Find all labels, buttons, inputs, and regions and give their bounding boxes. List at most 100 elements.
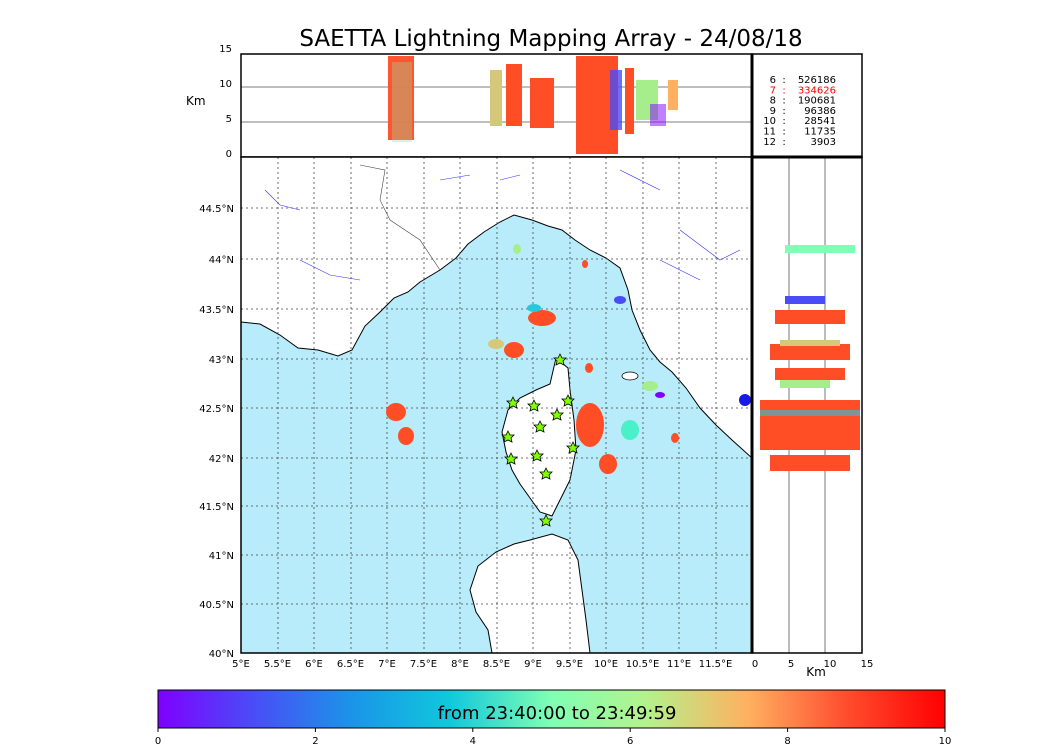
station-source-count: 11735 <box>804 127 836 138</box>
colorbar-tick-label: 8 <box>784 736 790 747</box>
colorbar-tick-label: 10 <box>939 736 952 747</box>
source-band <box>780 340 840 346</box>
station-count-label: 7 <box>770 85 776 96</box>
longitude-tick-label: 11.5°E <box>699 659 733 670</box>
latitude-tick-label: 44°N <box>209 255 234 266</box>
station-count-label: 12 <box>763 137 776 148</box>
source-band <box>785 245 855 253</box>
source-column <box>392 62 412 142</box>
latitude-altitude-panel: 0 5 10 15 Km <box>750 54 874 679</box>
figure-title: SAETTA Lightning Mapping Array - 24/08/1… <box>299 26 802 52</box>
lightning-cluster <box>655 392 665 398</box>
station-stat-row: 9: 96386 <box>770 106 836 117</box>
plan-view-map: 5°E 5.5°E 6°E 6.5°E 7°E 7.5°E 8°E 8.5°E 9°E 9.5°E… <box>199 156 753 670</box>
latitude-tick-label: 41°N <box>209 551 234 562</box>
station-source-count: 190681 <box>798 96 836 107</box>
colorbar-tick-label: 6 <box>627 736 633 747</box>
right-altitude-tick: 15 <box>861 659 874 670</box>
right-altitude-tick: 0 <box>752 659 758 670</box>
country-border <box>359 164 441 271</box>
latitude-tick-label: 42°N <box>209 454 234 465</box>
longitude-tick-label: 8°E <box>451 659 469 670</box>
latitude-tick-label: 40°N <box>209 649 234 660</box>
lightning-cluster <box>585 363 593 373</box>
rivers <box>264 169 741 281</box>
station-source-count: 334626 <box>798 85 836 96</box>
source-band <box>760 400 860 450</box>
source-column <box>650 104 666 126</box>
right-altitude-tick: 5 <box>788 659 794 670</box>
lightning-cluster <box>504 342 524 358</box>
corsica-island <box>501 357 577 517</box>
lightning-cluster <box>642 381 658 391</box>
station-stat-row: 10: 28541 <box>763 116 836 127</box>
station-stat-separator: : <box>782 106 785 117</box>
altitude-longitude-panel: 0 5 10 15 Km <box>186 44 753 160</box>
longitude-tick-label: 5°E <box>232 659 250 670</box>
station-stat-row: 11: 11735 <box>763 127 836 138</box>
lightning-cluster <box>398 427 414 445</box>
right-panel-sources <box>760 245 860 471</box>
source-column <box>388 56 414 140</box>
longitude-tick-label: 10.5°E <box>626 659 660 670</box>
longitude-tick-label: 9.5°E <box>556 659 583 670</box>
longitude-tick-label: 7°E <box>378 659 396 670</box>
lightning-cluster <box>386 403 406 421</box>
colorbar-ticks: 0 2 4 6 8 10 <box>155 728 952 747</box>
station-stat-row: 8: 190681 <box>770 96 836 107</box>
altitude-unit-label: Km <box>186 94 206 108</box>
station-count-label: 9 <box>770 106 776 117</box>
lightning-cluster <box>582 260 588 268</box>
station-stat-row: 12: 3903 <box>763 137 836 148</box>
longitude-tick-label: 10°E <box>594 659 618 670</box>
source-column <box>530 78 554 128</box>
source-band <box>775 310 845 324</box>
longitude-tick-label: 8.5°E <box>483 659 510 670</box>
latitude-tick-label: 43°N <box>209 355 234 366</box>
station-stat-row: 7: 334626 <box>770 85 836 96</box>
colorbar-tick-label: 4 <box>470 736 476 747</box>
lightning-cluster <box>528 310 556 326</box>
longitude-tick-label: 9°E <box>524 659 542 670</box>
station-source-count: 526186 <box>798 75 836 86</box>
source-column <box>668 80 678 110</box>
latitude-tick-label: 40.5°N <box>199 600 234 611</box>
colorbar-time-range-label: from 23:40:00 to 23:49:59 <box>438 703 677 724</box>
lma-stations <box>501 353 580 527</box>
lightning-cluster <box>513 244 521 254</box>
station-stat-separator: : <box>782 127 785 138</box>
source-column <box>610 70 622 130</box>
station-count-label: 6 <box>770 75 776 86</box>
map-graticule <box>241 157 752 653</box>
source-band <box>770 344 850 360</box>
lightning-cluster <box>599 454 617 474</box>
station-stat-row: 6: 526186 <box>770 75 836 86</box>
elba-island <box>621 371 639 381</box>
lightning-cluster <box>576 403 604 447</box>
source-column <box>506 64 522 126</box>
lightning-cluster <box>488 339 504 349</box>
lightning-cluster <box>614 296 626 304</box>
source-band <box>780 380 830 388</box>
station-source-count: 3903 <box>811 137 836 148</box>
colorbar-gradient <box>157 689 946 729</box>
lightning-cluster <box>527 304 541 312</box>
latitude-tick-label: 43.5°N <box>199 305 234 316</box>
top-panel-sources <box>388 56 678 154</box>
station-stat-separator: : <box>782 85 785 96</box>
station-stats-list: 6:5261867:3346268:1906819:9638610:285411… <box>763 75 836 148</box>
longitude-tick-label: 7.5°E <box>410 659 437 670</box>
time-colorbar: from 23:40:00 to 23:49:59 0 2 4 6 8 10 <box>155 689 952 747</box>
longitude-tick-label: 5.5°E <box>264 659 291 670</box>
colorbar-tick-label: 0 <box>155 736 161 747</box>
station-count-label: 10 <box>763 116 776 127</box>
colorbar-tick-label: 2 <box>312 736 318 747</box>
altitude-tick: 0 <box>226 149 232 160</box>
source-column <box>625 68 634 134</box>
latitude-tick-label: 42.5°N <box>199 404 234 415</box>
sea-area <box>241 214 752 653</box>
right-altitude-unit-label: Km <box>806 665 826 679</box>
longitude-tick-label: 11°E <box>667 659 691 670</box>
lightning-sources <box>386 244 751 474</box>
longitude-tick-label: 6.5°E <box>337 659 364 670</box>
